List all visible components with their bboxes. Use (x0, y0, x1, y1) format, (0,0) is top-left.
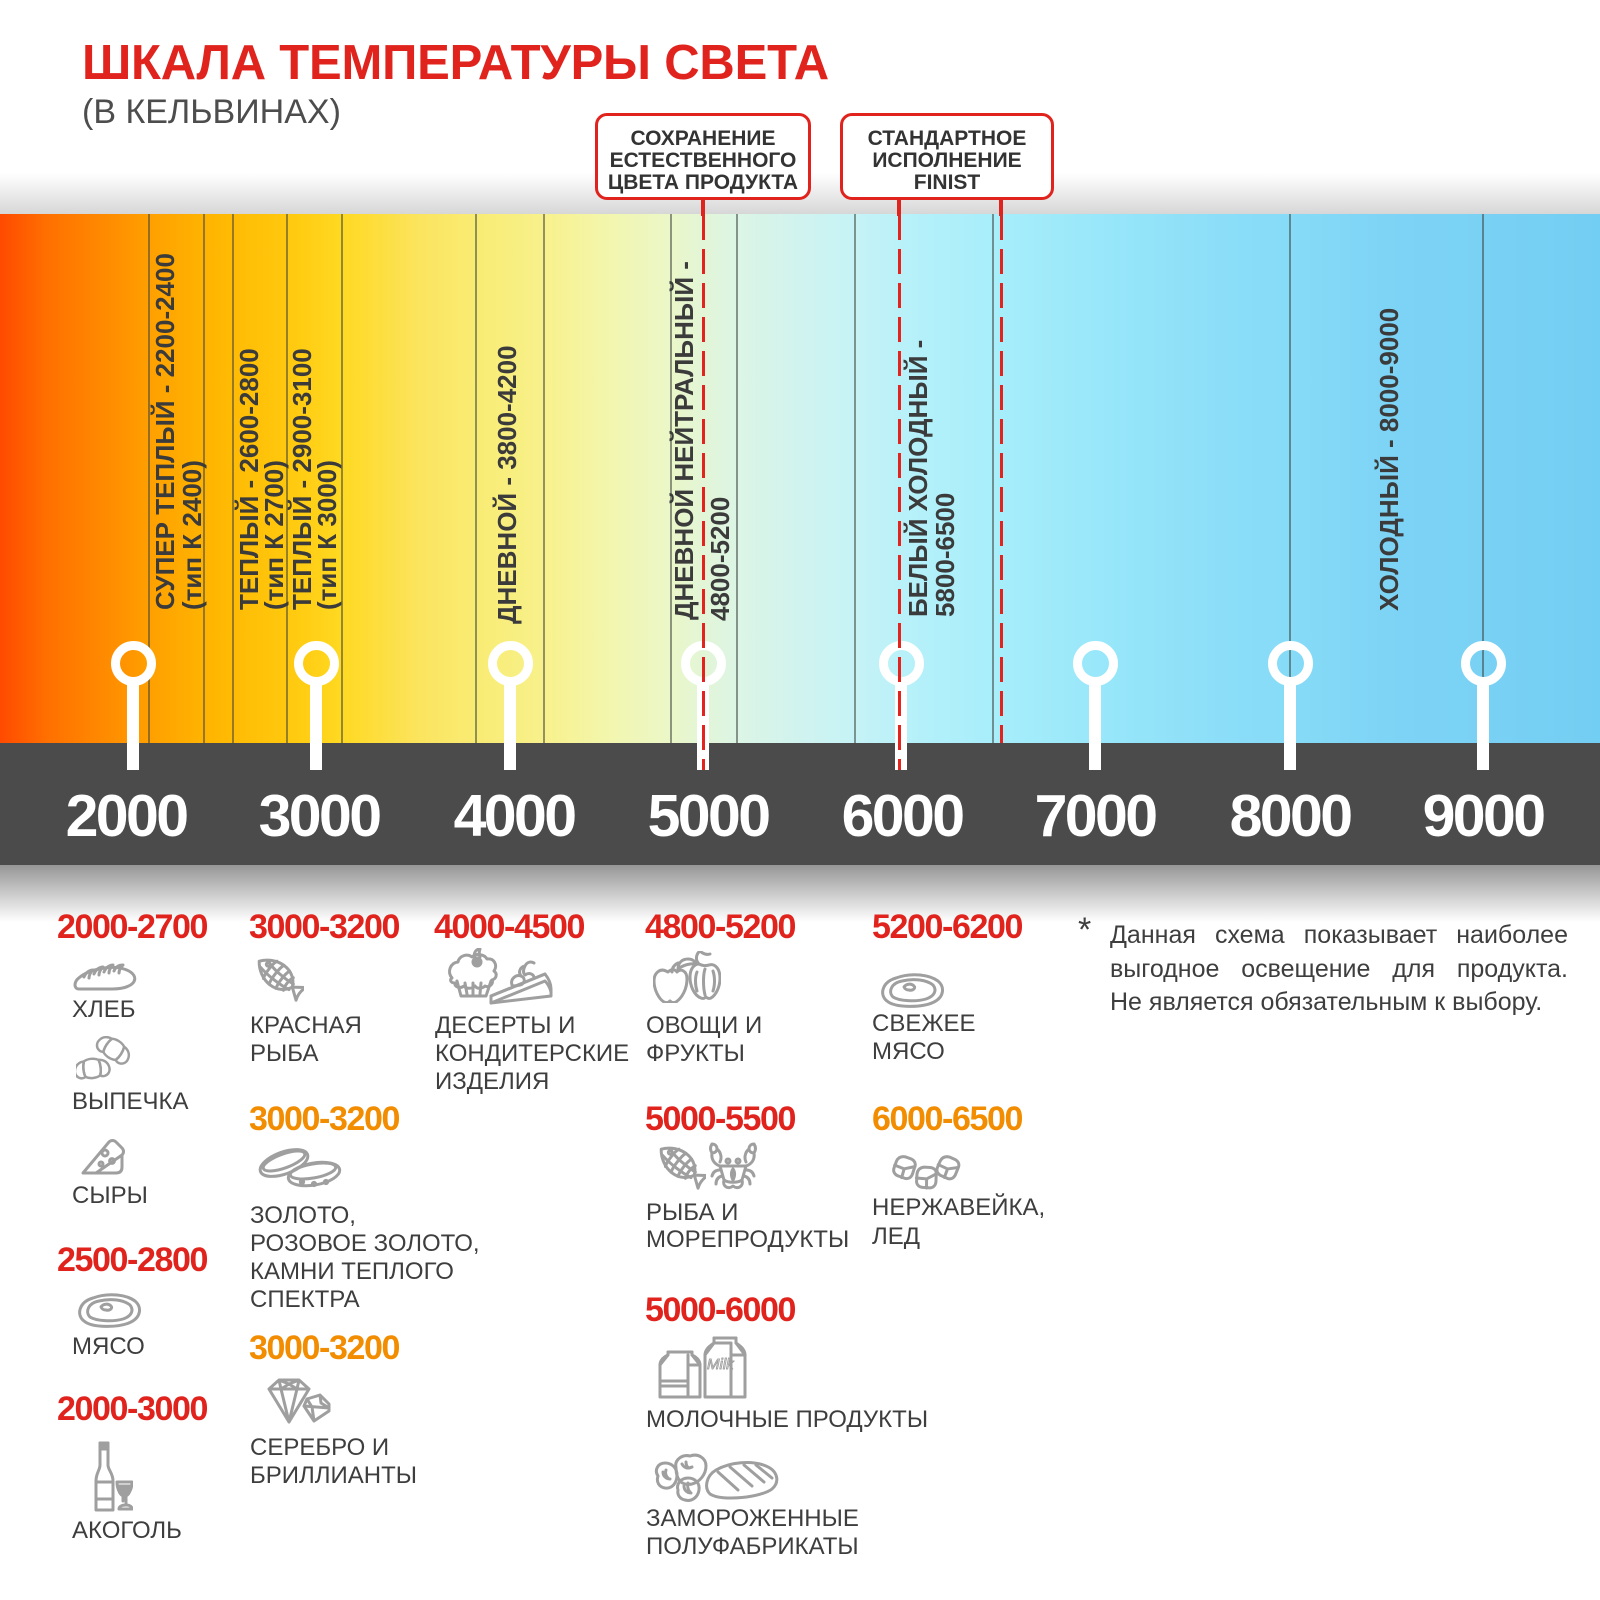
svg-text:Milk: Milk (707, 1356, 735, 1373)
